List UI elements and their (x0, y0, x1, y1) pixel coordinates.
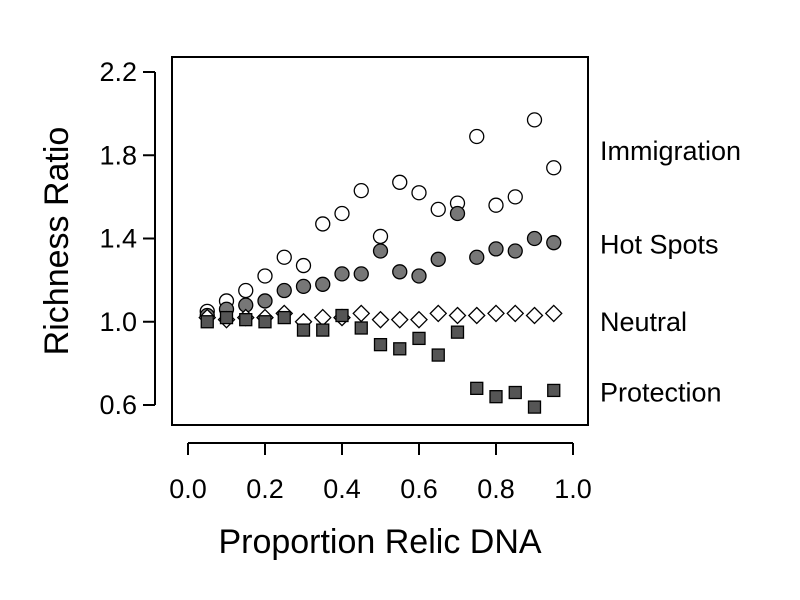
immigration-point (546, 160, 562, 176)
immigration-point (430, 201, 446, 218)
protection-point (527, 400, 542, 414)
hot-spots-point (276, 282, 292, 299)
immigration-point (526, 112, 543, 128)
hot-spots-point (334, 266, 350, 282)
immigration-point (257, 268, 273, 284)
immigration-point (315, 216, 331, 232)
x-axis-ticks: 0.0 0.2 0.4 0.6 0.8 1.0 (169, 443, 592, 504)
x-axis-label: Proportion Relic DNA (218, 523, 541, 561)
x-tick-label: 0.6 (400, 474, 438, 504)
immigration-point (353, 182, 369, 199)
y-tick-label: 1.8 (99, 140, 137, 170)
hot-spots-point (392, 264, 408, 280)
immigration-point (469, 128, 485, 145)
plot-frame (171, 56, 589, 426)
y-axis-label: Richness Ratio (38, 127, 76, 356)
hot-spots-point (430, 251, 446, 267)
y-axis-ticks: 0.6 1.0 1.4 1.8 2.2 (99, 57, 155, 420)
neutral-point (410, 310, 428, 329)
neutral-point (506, 304, 525, 323)
protection-point (316, 323, 330, 337)
neutral-point (390, 310, 409, 329)
series-label-hot-spots: Hot Spots (600, 230, 719, 260)
x-tick-label: 1.0 (554, 474, 592, 504)
neutral-point (448, 306, 467, 325)
y-tick-label: 1.4 (99, 224, 137, 254)
neutral-point (429, 304, 448, 323)
protection-point (335, 308, 349, 323)
y-tick-label: 2.2 (99, 57, 137, 87)
x-tick-label: 0.2 (246, 474, 284, 504)
neutral-point (313, 308, 332, 327)
protection-point (258, 315, 272, 329)
protection-point (296, 323, 311, 337)
hot-spots-point (449, 205, 466, 222)
neutral-point (525, 306, 544, 325)
neutral-point (352, 304, 371, 323)
immigration-point (238, 282, 254, 299)
immigration-point (507, 189, 523, 205)
protection-point (450, 325, 465, 339)
hot-spots-point (295, 278, 312, 295)
x-tick-label: 0.8 (477, 474, 515, 504)
protection-point (354, 321, 368, 335)
protection-point (393, 342, 407, 356)
neutral-point (467, 306, 486, 325)
series-label-protection: Protection (600, 378, 722, 408)
y-tick-label: 0.6 (99, 390, 137, 420)
x-tick-label: 0.0 (169, 474, 207, 504)
hot-spots-point (411, 268, 427, 284)
immigration-point (372, 228, 389, 245)
protection-point (547, 383, 561, 398)
hot-spots-point (488, 241, 504, 257)
immigration-point (295, 257, 312, 274)
protection-point (508, 385, 522, 400)
hot-spots-point (546, 235, 562, 251)
x-tick-label: 0.4 (323, 474, 361, 504)
protection-point (412, 331, 426, 346)
protection-point (200, 315, 214, 329)
hot-spots-point (257, 293, 273, 309)
immigration-point (392, 174, 408, 190)
hot-spots-point (353, 266, 369, 282)
protection-point (431, 348, 445, 362)
protection-point (373, 337, 388, 352)
immigration-point (411, 185, 427, 201)
protection-point (239, 313, 253, 327)
neutral-point (544, 304, 563, 323)
series-label-neutral: Neutral (600, 307, 687, 337)
series-label-immigration: Immigration (600, 136, 741, 166)
hot-spots-point (526, 230, 543, 247)
protection-point (277, 310, 291, 325)
immigration-point (334, 205, 350, 222)
neutral-point (371, 310, 390, 329)
hot-spots-point (507, 243, 523, 259)
immigration-point (276, 249, 292, 265)
protection-point (489, 390, 503, 404)
data-points (198, 112, 563, 414)
immigration-point (488, 197, 504, 213)
series-labels: Immigration Hot Spots Neutral Protection (600, 136, 741, 407)
hot-spots-point (315, 276, 331, 292)
neutral-point (487, 304, 505, 323)
hot-spots-point (469, 249, 485, 265)
protection-point (470, 381, 484, 396)
hot-spots-point (372, 243, 389, 259)
y-tick-label: 1.0 (99, 307, 137, 337)
protection-point (219, 310, 234, 325)
